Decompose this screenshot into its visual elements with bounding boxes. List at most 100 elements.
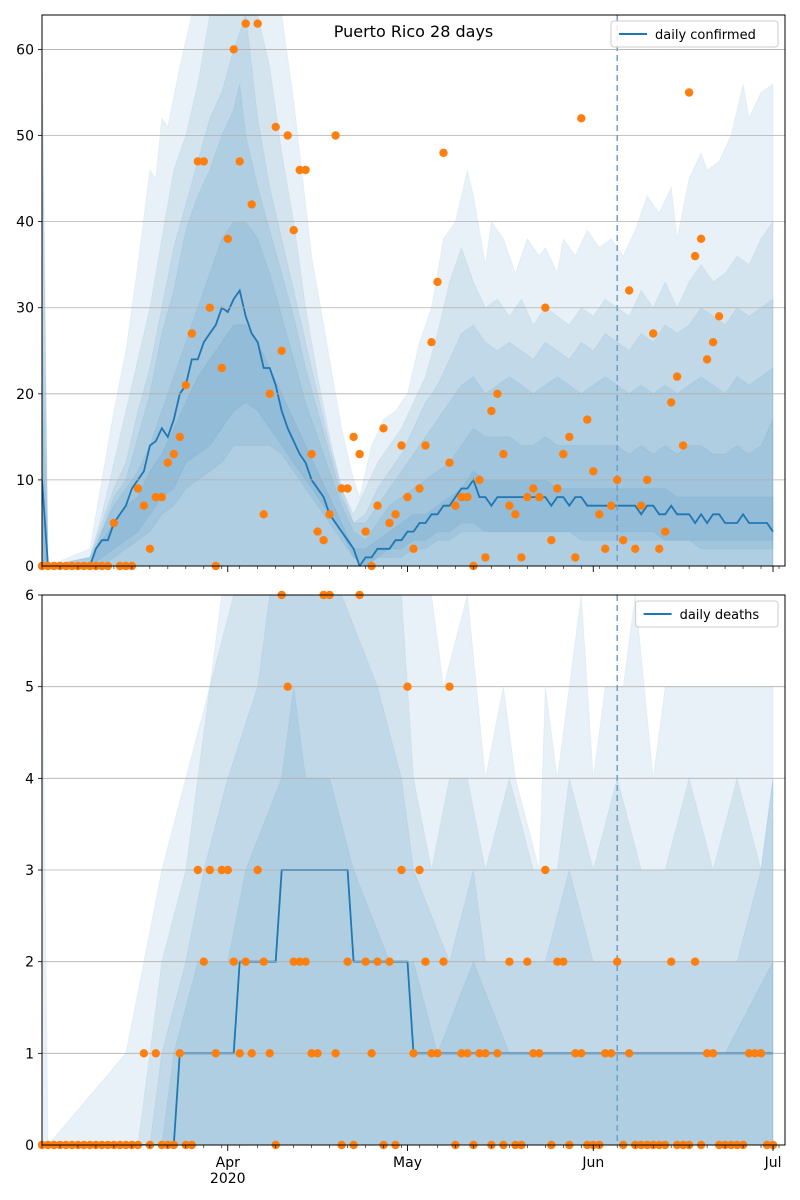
observed-point [229, 45, 238, 54]
observed-point [385, 518, 394, 528]
legend-label: daily confirmed [655, 28, 756, 43]
observed-point [439, 148, 448, 157]
observed-point [607, 1049, 616, 1058]
observed-point [553, 484, 562, 493]
observed-point [439, 957, 448, 966]
observed-point [619, 536, 628, 545]
observed-point [511, 510, 520, 519]
observed-point [589, 467, 598, 476]
observed-point [235, 1049, 244, 1058]
observed-point [595, 510, 604, 519]
observed-point [361, 527, 370, 536]
observed-point [523, 957, 532, 966]
observed-point [702, 1049, 712, 1058]
observed-point [163, 458, 172, 467]
observed-point [535, 1049, 544, 1058]
observed-point [415, 865, 424, 875]
observed-point [283, 682, 292, 691]
legend-box [610, 20, 779, 48]
observed-point [319, 536, 328, 545]
y-tick-label: 4 [25, 771, 34, 787]
observed-point [295, 165, 304, 175]
y-tick-label: 20 [16, 387, 34, 403]
observed-point [523, 492, 532, 502]
observed-point [181, 381, 190, 390]
observed-point [493, 1049, 502, 1058]
observed-point [409, 544, 418, 553]
observed-point [744, 1049, 754, 1058]
observed-point [756, 1049, 766, 1058]
observed-point [199, 157, 208, 166]
observed-point [571, 1049, 580, 1058]
observed-point [379, 424, 388, 433]
observed-point [259, 957, 268, 966]
y-tick-label: 40 [16, 215, 34, 231]
observed-point [672, 372, 682, 381]
observed-point [637, 501, 646, 510]
plot-area [42, 15, 774, 566]
observed-point [385, 957, 394, 966]
uncertainty-band-1 [42, 15, 774, 566]
observed-point [265, 1049, 274, 1058]
observed-point [307, 449, 316, 459]
observed-point [457, 492, 466, 502]
observed-point [559, 957, 568, 966]
observed-point [607, 501, 616, 510]
observed-point [331, 131, 340, 140]
observed-point [601, 1049, 610, 1058]
observed-point [487, 406, 496, 416]
observed-point [463, 1049, 472, 1058]
observed-point [325, 510, 334, 519]
observed-point [708, 1049, 718, 1058]
observed-point [265, 389, 274, 398]
observed-point [301, 165, 310, 175]
observed-point [391, 510, 400, 519]
observed-point [199, 957, 208, 966]
observed-point [678, 441, 688, 450]
observed-point [157, 492, 166, 502]
observed-point [631, 544, 640, 553]
y-tick-label: 0 [25, 559, 34, 575]
uncertainty-band-0 [42, 15, 774, 566]
observed-point [109, 518, 119, 528]
legend: daily confirmed [610, 20, 779, 48]
observed-point [367, 1049, 376, 1058]
observed-point [475, 475, 484, 485]
y-tick-label: 2 [25, 955, 34, 971]
observed-point [355, 449, 364, 459]
legend: daily deaths [635, 600, 779, 628]
observed-point [211, 1049, 220, 1058]
observed-point [151, 492, 160, 502]
observed-point [253, 19, 262, 28]
observed-point [750, 1049, 760, 1058]
observed-point [625, 286, 634, 295]
observed-point [247, 200, 256, 209]
observed-point [661, 527, 670, 536]
observed-point [283, 131, 292, 140]
observed-point [649, 329, 658, 338]
observed-point [577, 1049, 586, 1058]
observed-point [169, 449, 178, 459]
observed-point [559, 449, 568, 459]
x-tick-label: Apr [216, 1155, 240, 1171]
observed-point [403, 492, 412, 502]
observed-point [481, 553, 490, 562]
observed-point [690, 957, 700, 966]
y-tick-label: 30 [16, 301, 34, 317]
observed-point [433, 1049, 442, 1058]
observed-point [277, 346, 286, 355]
observed-point [295, 957, 304, 966]
observed-point [229, 957, 238, 966]
observed-point [205, 865, 214, 875]
observed-point [481, 1049, 490, 1058]
uncertainty-band-3 [42, 83, 774, 566]
observed-point [307, 1049, 316, 1058]
observed-point [217, 363, 226, 373]
observed-point [457, 1049, 466, 1058]
observed-point [696, 234, 706, 243]
observed-point [235, 157, 244, 166]
observed-point [175, 432, 184, 442]
y-tick-label: 6 [25, 588, 34, 604]
observed-point [427, 338, 436, 347]
